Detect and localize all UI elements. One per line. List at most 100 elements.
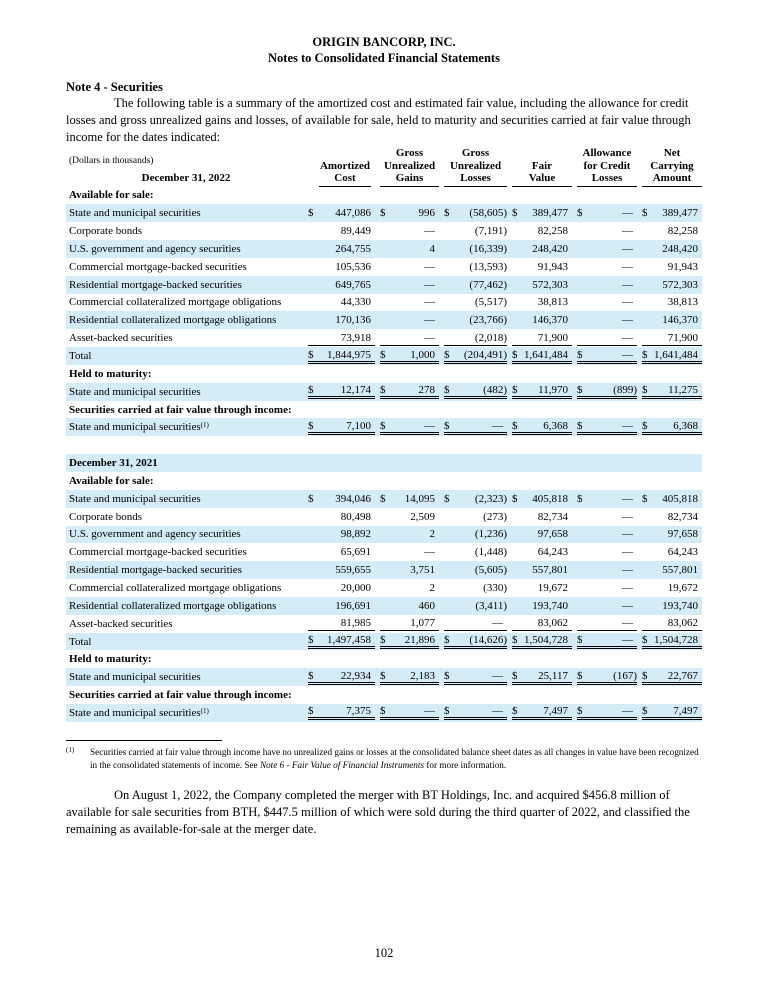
cell-value: 38,813 bbox=[537, 296, 568, 309]
value-cell: — bbox=[572, 329, 637, 347]
value-cell: — bbox=[572, 615, 637, 633]
value-cell: — bbox=[375, 311, 439, 330]
row-label-text: Asset-backed securities bbox=[69, 617, 173, 630]
spacer-row bbox=[66, 436, 702, 454]
currency-symbol: $ bbox=[308, 705, 314, 718]
section-heading: Held to maturity: bbox=[69, 653, 152, 666]
value-cell: $389,477 bbox=[637, 204, 702, 223]
value-cell: 4 bbox=[375, 240, 439, 258]
currency-symbol: $ bbox=[577, 384, 583, 397]
period-heading-row: December 31, 2021 bbox=[66, 454, 702, 472]
section-heading: Available for sale: bbox=[69, 189, 154, 202]
cell-value: 89,449 bbox=[340, 225, 371, 238]
cell-value: — bbox=[622, 260, 633, 273]
row-label: Residential mortgage-backed securities bbox=[66, 275, 303, 294]
value-cell: 82,734 bbox=[637, 508, 702, 526]
row-label-text: Asset-backed securities bbox=[69, 332, 173, 345]
cell-value: 389,477 bbox=[532, 207, 568, 220]
currency-symbol: $ bbox=[642, 348, 648, 361]
row-label: State and municipal securities bbox=[66, 204, 303, 223]
value-cell: $6,368 bbox=[637, 418, 702, 437]
cell-value: 19,672 bbox=[667, 581, 698, 594]
row-label: Commercial mortgage-backed securities bbox=[66, 258, 303, 276]
cell-value: — bbox=[492, 669, 503, 682]
currency-symbol: $ bbox=[380, 207, 386, 220]
cell-value: (1,236) bbox=[474, 528, 507, 541]
cell-value: (16,339) bbox=[469, 242, 507, 255]
cell-value: 22,934 bbox=[340, 669, 371, 682]
cell-value: 2 bbox=[429, 528, 436, 541]
footnote-ref: (1) bbox=[200, 706, 209, 715]
footnote-text-a: Securities carried at fair value through… bbox=[90, 747, 699, 770]
cell-value: 80,498 bbox=[340, 510, 371, 523]
cell-value: (5,605) bbox=[474, 564, 507, 577]
value-cell: (3,411) bbox=[439, 596, 507, 615]
value-cell: (2,018) bbox=[439, 329, 507, 347]
footnote-marker: (1) bbox=[66, 746, 75, 754]
value-cell: $7,497 bbox=[637, 703, 702, 722]
table-row: Corporate bonds 80,498 2,509 (273) 82,734 — 82… bbox=[66, 508, 702, 526]
cell-value: — bbox=[622, 242, 633, 255]
currency-symbol: $ bbox=[308, 492, 314, 505]
value-cell: $ (482) bbox=[439, 382, 507, 401]
currency-symbol: $ bbox=[444, 384, 450, 397]
cell-value: 71,900 bbox=[537, 331, 568, 344]
cell-value: — bbox=[424, 546, 435, 559]
table-header-row: (Dollars in thousands) December 31, 2022… bbox=[66, 147, 702, 187]
cell-value: — bbox=[622, 278, 633, 291]
value-cell: 98,892 bbox=[303, 525, 375, 544]
currency-symbol: $ bbox=[380, 384, 386, 397]
value-cell: $394,046 bbox=[303, 489, 375, 508]
cell-value: 557,801 bbox=[532, 564, 568, 577]
currency-symbol: $ bbox=[512, 705, 518, 718]
value-cell: 82,734 bbox=[507, 508, 572, 526]
value-cell: 170,136 bbox=[303, 311, 375, 330]
value-cell: $11,970 bbox=[507, 382, 572, 401]
table-row: Total $1,844,975 $1,000 $ (204,491) $1,641,48… bbox=[66, 347, 702, 365]
cell-value: 12,174 bbox=[340, 384, 371, 397]
value-cell: $ (14,626) bbox=[439, 632, 507, 651]
cell-value: — bbox=[622, 581, 633, 594]
currency-symbol: $ bbox=[577, 492, 583, 505]
section-heading-row: Securities carried at fair value through… bbox=[66, 401, 702, 419]
value-cell: $996 bbox=[375, 204, 439, 223]
cell-value: — bbox=[424, 296, 435, 309]
value-cell: 89,449 bbox=[303, 222, 375, 240]
cell-value: 394,046 bbox=[335, 492, 371, 505]
table-row: Asset-backed securities 73,918 — (2,018) 71,… bbox=[66, 329, 702, 347]
table-row: Commercial collateralized mortgage oblig… bbox=[66, 579, 702, 597]
cell-value: 19,672 bbox=[537, 581, 568, 594]
value-cell: — bbox=[439, 615, 507, 633]
cell-value: 14,095 bbox=[404, 492, 435, 505]
row-label-text: Residential collateralized mortgage obli… bbox=[69, 314, 277, 327]
currency-symbol: $ bbox=[444, 705, 450, 718]
col-header: Fair Value bbox=[507, 147, 572, 187]
col-header-gross-unrealized-losses: Gross Unrealized Losses bbox=[444, 147, 507, 187]
footnote-reference: Note 6 - Fair Value of Financial Instrum… bbox=[259, 760, 425, 770]
currency-symbol: $ bbox=[444, 348, 450, 361]
securities-table: (Dollars in thousands) December 31, 2022… bbox=[66, 147, 702, 722]
currency-symbol: $ bbox=[512, 348, 518, 361]
cell-value: 7,497 bbox=[543, 705, 568, 718]
page-number: 102 bbox=[374, 946, 394, 960]
col-header-allowance: Allowance for Credit Losses bbox=[577, 147, 637, 187]
value-cell: $1,000 bbox=[375, 347, 439, 365]
value-cell: 248,420 bbox=[637, 240, 702, 258]
value-cell: — bbox=[572, 561, 637, 580]
value-cell: — bbox=[375, 329, 439, 347]
cell-value: — bbox=[424, 260, 435, 273]
cell-value: (14,626) bbox=[469, 634, 507, 647]
row-label: Corporate bonds bbox=[66, 508, 303, 526]
value-cell: $278 bbox=[375, 382, 439, 401]
cell-value: 83,062 bbox=[667, 617, 698, 630]
cell-value: 278 bbox=[418, 384, 436, 397]
value-cell: 97,658 bbox=[507, 525, 572, 544]
cell-value: — bbox=[622, 705, 633, 718]
currency-symbol: $ bbox=[512, 634, 518, 647]
table-row: Residential collateralized mortgage obli… bbox=[66, 596, 702, 615]
value-cell: 82,258 bbox=[507, 222, 572, 240]
value-cell: — bbox=[572, 525, 637, 544]
cell-value: — bbox=[492, 705, 503, 718]
currency-symbol: $ bbox=[308, 634, 314, 647]
